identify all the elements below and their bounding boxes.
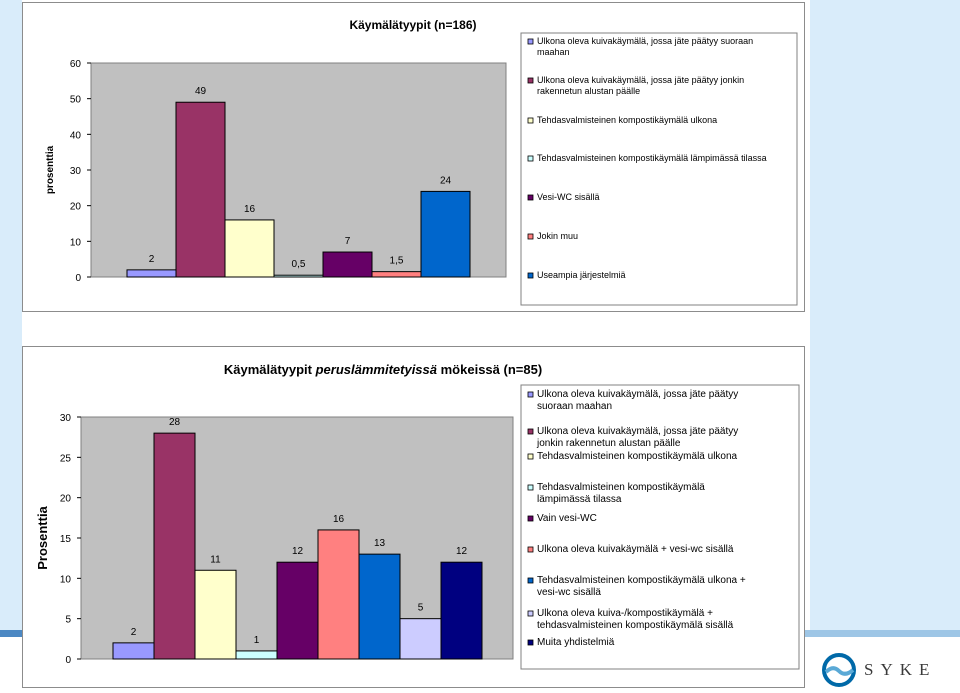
c1-y-tick-label: 10 [70,237,82,248]
c2-data-label-4: 1 [254,635,260,646]
c2-data-label-2: 28 [169,417,181,428]
c2-legend-label-2: Ulkona oleva kuivakäymälä, jossa jäte pä… [536,426,738,449]
c1-legend-swatch-3 [527,117,534,124]
c2-y-axis-label: Prosenttia [35,505,50,569]
c2-bar-7 [358,553,401,660]
c1-legend [520,32,798,306]
c2-y-tick-label: 30 [60,413,72,424]
c1-bar-3 [224,219,275,278]
c2-y-tick-label: 5 [65,615,71,626]
c2-legend-swatch-8 [527,610,534,617]
c1-legend-swatch-7 [527,272,534,279]
c2-bar-4 [235,650,278,660]
c2-legend-swatch-1 [527,391,534,398]
c1-legend-label-1: Ulkona oleva kuivakäymälä, jossa jäte pä… [537,36,753,57]
c1-y-tick-label: 0 [75,273,81,284]
c1-legend-swatch-1 [527,38,534,45]
c2-legend-swatch-9 [527,639,534,646]
c1-data-label-6: 1,5 [390,256,404,267]
c1-legend-swatch-4 [527,155,534,162]
c1-bar-4 [273,274,324,278]
c1-data-label-2: 49 [195,86,207,97]
c1-y-axis-label: prosenttia [45,145,56,194]
c1-y-tick-label: 40 [70,130,82,141]
c2-legend-label-5: Vain vesi-WC [537,513,597,524]
syke-logo-text: SYKE [864,660,937,679]
c2-data-label-7: 13 [374,538,386,549]
c2-legend-swatch-7 [527,577,534,584]
c1-data-label-5: 7 [345,236,351,247]
c2-title-part-2: mökeissä (n=85) [437,362,542,377]
c2-legend-label-6: Ulkona oleva kuivakäymälä + vesi-wc sisä… [537,544,734,555]
c1-bar-2 [175,101,226,278]
c2-legend-label-4: Tehdasvalmisteinen kompostikäymälä lämpim… [537,482,705,505]
c1-y-tick-label: 50 [70,95,82,106]
c2-bar-1 [112,642,155,660]
syke-logo-mark-icon [822,653,856,687]
c2-y-tick-label: 20 [60,494,72,505]
c1-data-label-1: 2 [149,254,155,265]
c2-legend-label-7: Tehdasvalmisteinen kompostikäymälä ulkon… [537,575,746,598]
chart-kaymalatyypit: Käymälätyypit (n=186) prosenttia 0 10 20 30 40… [22,2,805,312]
c2-y-tick-label: 15 [60,534,72,545]
c2-bar-8 [399,618,442,660]
c2-data-label-8: 5 [418,603,424,614]
c2-y-tick-label: 25 [60,453,72,464]
syke-logo: SYKE [820,652,950,688]
c2-data-label-3: 11 [210,554,221,565]
c2-legend-swatch-2 [527,428,534,435]
chart-peruslammitetyt-svg: Käymälätyypit peruslämmitetyissä mökeiss… [35,362,800,670]
c1-legend-label-5: Vesi-WC sisällä [537,192,600,202]
c2-title-part-0: Käymälätyypit [224,362,316,377]
c2-y-tick-label: 10 [60,574,72,585]
c1-bar-1 [126,269,177,278]
c2-data-label-5: 12 [292,546,304,557]
c2-legend-swatch-4 [527,484,534,491]
c1-legend-swatch-6 [527,233,534,240]
background-right-panel [810,0,960,635]
c1-legend-label-3: Tehdasvalmisteinen kompostikäymälä ulkon… [537,115,717,125]
c2-legend-swatch-6 [527,546,534,553]
c2-title-part-1: peruslämmitetyissä [315,362,437,377]
chart-peruslammitetyt: Käymälätyypit peruslämmitetyissä mökeiss… [22,346,805,688]
c2-legend [520,384,800,670]
c2-title: Käymälätyypit peruslämmitetyissä mökeiss… [224,362,542,377]
c2-legend-label-3: Tehdasvalmisteinen kompostikäymälä ulkon… [537,451,738,462]
c2-legend-label-9: Muita yhdistelmiä [537,637,615,648]
c2-bar-2 [153,432,196,660]
c1-data-label-3: 16 [244,204,256,215]
c1-legend-swatch-2 [527,77,534,84]
c2-bar-3 [194,569,237,660]
c2-y-tick-label: 0 [65,655,71,666]
c1-y-tick-label: 20 [70,202,82,213]
c1-bar-6 [371,271,422,278]
c2-bar-6 [317,529,360,660]
c1-legend-label-2: Ulkona oleva kuivakäymälä, jossa jäte pä… [537,75,744,96]
c1-legend-label-6: Jokin muu [537,231,578,241]
c1-data-label-7: 24 [440,175,452,186]
c1-data-label-4: 0,5 [292,259,306,270]
c2-data-label-1: 2 [131,627,137,638]
c2-legend-swatch-5 [527,515,534,522]
c2-bar-5 [276,561,319,660]
c1-legend-label-4: Tehdasvalmisteinen kompostikäymälä lämpi… [537,153,767,163]
c2-bar-9 [440,561,483,660]
c1-y-tick-label: 60 [70,59,82,70]
c2-legend-swatch-3 [527,453,534,460]
chart-kaymalatyypit-svg: Käymälätyypit (n=186) prosenttia 0 10 20 30 40… [45,18,798,306]
c2-legend-label-8: Ulkona oleva kuiva-/kompostikäymälä + teh… [537,608,734,631]
c1-legend-swatch-5 [527,194,534,201]
c2-data-label-6: 16 [333,514,345,525]
c2-legend-label-1: Ulkona oleva kuivakäymälä, jossa jäte pä… [537,389,738,412]
background-left-panel [0,0,22,635]
c1-title: Käymälätyypit (n=186) [349,18,476,32]
c2-data-label-9: 12 [456,546,468,557]
c1-bar-5 [322,251,373,278]
c1-bar-7 [420,190,471,278]
c1-y-tick-label: 30 [70,166,82,177]
c1-legend-label-7: Useampia järjestelmiä [537,270,626,280]
